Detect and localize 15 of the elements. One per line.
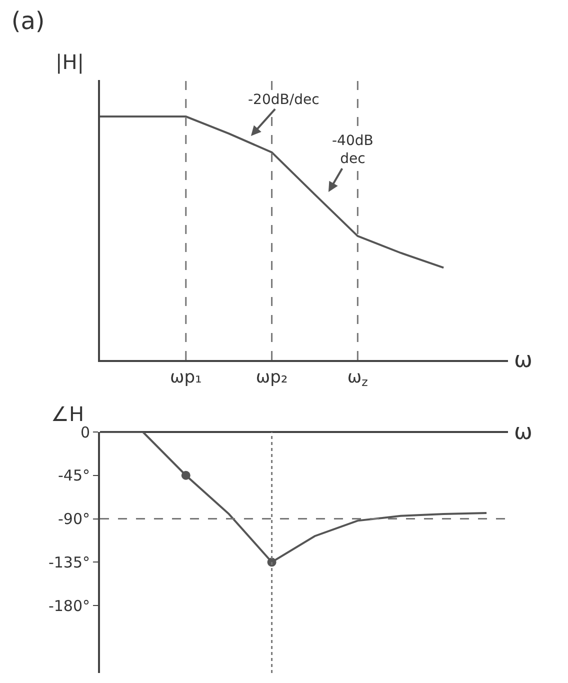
x-axis-title: ω	[514, 420, 532, 445]
annotation: -40dB dec	[332, 133, 374, 168]
x-axis-title: ω	[514, 348, 532, 373]
y-axis-title: |H|	[55, 50, 84, 74]
y-tick-label: -90°	[58, 510, 90, 528]
x-tick-label: ω$_{z}$	[347, 367, 368, 389]
x-tick-label: ωp₂	[256, 367, 288, 388]
y-tick-label: -45°	[58, 466, 90, 485]
chart-title: (a)	[11, 6, 45, 35]
y-tick-label: -180°	[48, 596, 90, 615]
y-tick-label: 0	[80, 423, 90, 442]
text: -20dB/dec	[248, 92, 320, 108]
y-tick-label: -135°	[48, 553, 90, 572]
x-tick-label: ωp₁	[170, 367, 202, 388]
y-axis-title: ∠H	[51, 402, 84, 426]
